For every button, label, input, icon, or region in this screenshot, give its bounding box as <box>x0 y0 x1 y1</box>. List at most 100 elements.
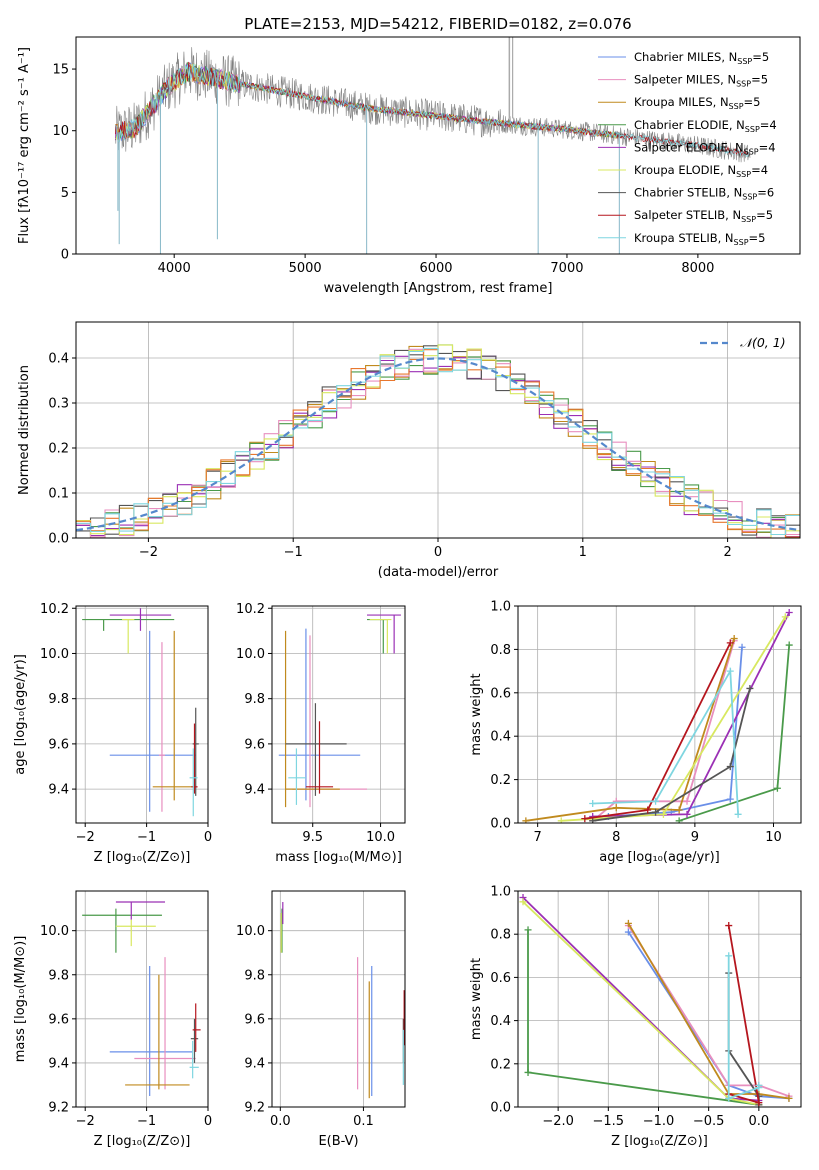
mass-weight-marker-salpeter_elodie <box>683 810 691 818</box>
legend-label: Kroupa MILES, NSSP=5 <box>634 95 760 111</box>
y-axis-label: mass weight <box>469 673 484 755</box>
y-tick-label: 9.2 <box>244 1101 265 1116</box>
mass-weight-marker-chabrier_miles <box>726 795 734 803</box>
y-tick-label: 9.8 <box>48 692 69 707</box>
y-tick-label: 5 <box>61 186 69 201</box>
axes-frame <box>517 890 802 1108</box>
y-tick-label: 0.0 <box>490 817 511 832</box>
y-tick-label: 0.0 <box>48 532 69 547</box>
y-tick-label: 0.1 <box>48 487 69 502</box>
y-axis-label: Normed distribution <box>17 365 32 495</box>
y-tick-label: 1.0 <box>490 600 511 615</box>
y-tick-label: 10 <box>52 124 69 139</box>
legend-label: Chabrier ELODIE, NSSP=4 <box>634 118 777 134</box>
y-tick-label: 9.4 <box>48 1056 69 1071</box>
x-axis-label: Z [log₁₀(Z/Z⊙)] <box>94 1134 191 1149</box>
y-tick-label: 0.6 <box>490 971 511 986</box>
legend-label: Salpeter STELIB, NSSP=5 <box>634 208 773 224</box>
x-tick-label: −2 <box>76 830 95 845</box>
legend-label: Salpeter MILES, NSSP=5 <box>634 73 768 89</box>
axes-spectrum: 4000 5000 6000 7000 8000 0 5 10 15 wavelength [An… <box>17 15 801 296</box>
axes-age_vs_mass: 9.5 10.0 9.4 9.6 9.8 10.0 10.2 mass [log₁₀(M/M⊙… <box>236 602 406 865</box>
y-tick-label: 0.8 <box>490 928 511 943</box>
plot-area-spectrum <box>114 37 751 254</box>
x-tick-label: 10 <box>765 830 782 845</box>
y-axis-label: mass [log₁₀(M/M⊙)] <box>13 936 28 1063</box>
x-tick-label: 0.1 <box>353 1114 374 1129</box>
mass-weight-marker-kroupa_elodie <box>781 613 789 621</box>
y-tick-label: 10.2 <box>236 602 265 617</box>
mass-weight-marker-chabrier_stelib <box>726 763 734 771</box>
mass-weight-line-kroupa_stelib <box>592 668 739 815</box>
x-axis-label: Z [log₁₀(Z/Z⊙)] <box>94 850 191 865</box>
x-axis-label: wavelength [Angstrom, rest frame] <box>324 281 553 296</box>
axes-frame <box>271 890 406 1108</box>
mass-weight-marker-salpeter_stelib <box>755 1099 763 1107</box>
mass-weight-marker-kroupa_stelib <box>734 810 742 818</box>
x-tick-label: −1.0 <box>643 1114 675 1129</box>
x-tick-label: 9.5 <box>302 830 323 845</box>
model-spectrum-salpeter_stelib <box>114 61 751 157</box>
mass-weight-marker-kroupa_stelib <box>755 1081 763 1089</box>
x-tick-label: 7000 <box>550 261 583 276</box>
axes-age_vs_Z: −2 −1 0 9.4 9.6 9.8 10.0 10.2 Z [log₁₀(Z/Z⊙)] age… <box>13 602 212 865</box>
mass-weight-marker-kroupa_miles <box>785 1094 793 1102</box>
y-tick-label: 15 <box>52 63 69 78</box>
x-axis-label: E(B-V) <box>318 1134 358 1149</box>
plot-area-age_vs_Z <box>82 608 199 817</box>
plot-area-mw_vs_Z <box>519 893 793 1107</box>
x-tick-label: −1 <box>137 1114 156 1129</box>
mass-weight-marker-salpeter_stelib <box>581 815 589 823</box>
y-tick-label: 10.0 <box>236 647 265 662</box>
y-tick-label: 9.6 <box>48 737 69 752</box>
axes-frame <box>75 36 801 255</box>
x-tick-label: 0 <box>204 830 212 845</box>
x-tick-label: 0.0 <box>270 1114 291 1129</box>
y-tick-label: 0.3 <box>48 397 69 412</box>
x-tick-label: 10.0 <box>366 830 395 845</box>
normal-curve <box>76 357 798 532</box>
x-tick-label: −1 <box>284 545 303 560</box>
y-tick-label: 0.2 <box>490 1057 511 1072</box>
y-tick-label: 0.2 <box>490 773 511 788</box>
y-tick-label: 0.0 <box>490 1101 511 1116</box>
y-tick-label: 0.4 <box>490 730 511 745</box>
plot-area-age_vs_mass <box>278 614 401 808</box>
axes-mw_vs_age: 7 8 9 10 0.0 0.2 0.4 0.6 0.8 1.0 age [log₁₀(age/yr… <box>469 600 802 865</box>
legend: 𝒩(0, 1) <box>700 335 786 350</box>
x-tick-label: 4000 <box>158 261 191 276</box>
axes-mass_vs_ebv: 0.0 0.1 9.2 9.4 9.6 9.8 10.0 E(B-V) <box>236 890 406 1149</box>
x-tick-label: 7 <box>534 830 542 845</box>
y-tick-label: 0 <box>61 248 69 263</box>
y-tick-label: 0.4 <box>48 352 69 367</box>
mass-weight-marker-kroupa_miles <box>612 804 620 812</box>
mass-weight-marker-kroupa_stelib <box>652 797 660 805</box>
mass-weight-marker-kroupa_stelib <box>725 952 733 960</box>
mass-weight-line-kroupa_elodie <box>561 616 787 822</box>
legend-label: Kroupa STELIB, NSSP=5 <box>634 231 765 247</box>
mass-weight-line-kroupa_miles <box>525 638 736 822</box>
y-tick-label: 0.6 <box>490 686 511 701</box>
y-tick-label: 0.2 <box>48 442 69 457</box>
mass-weight-marker-kroupa_stelib <box>726 667 734 675</box>
y-tick-label: 9.6 <box>244 737 265 752</box>
x-axis-label: mass [log₁₀(M/M⊙)] <box>275 850 402 865</box>
y-tick-label: 10.0 <box>236 924 265 939</box>
x-tick-label: −0.5 <box>693 1114 725 1129</box>
plot-area-mass_vs_ebv <box>280 902 405 1099</box>
x-tick-label: 6000 <box>419 261 452 276</box>
legend-label: 𝒩(0, 1) <box>740 335 786 350</box>
x-tick-label: 9 <box>691 830 699 845</box>
mass-weight-marker-salpeter_stelib <box>725 922 733 930</box>
y-tick-label: 9.2 <box>48 1101 69 1116</box>
y-tick-label: 9.8 <box>244 692 265 707</box>
mass-weight-marker-salpeter_miles <box>612 797 620 805</box>
legend-label: Kroupa ELODIE, NSSP=4 <box>634 163 768 179</box>
mass-weight-line-chabrier_miles <box>608 647 743 818</box>
x-tick-label: 0 <box>434 545 442 560</box>
mass-weight-marker-kroupa_miles <box>522 817 530 823</box>
axes-mw_vs_Z: −2.0 −1.5 −1.0 −0.5 0.0 0.0 0.2 0.4 0.6 0.8 1.0 Z [… <box>469 885 802 1149</box>
y-axis-label: mass weight <box>469 958 484 1040</box>
mass-weight-marker-chabrier_miles <box>624 928 632 936</box>
